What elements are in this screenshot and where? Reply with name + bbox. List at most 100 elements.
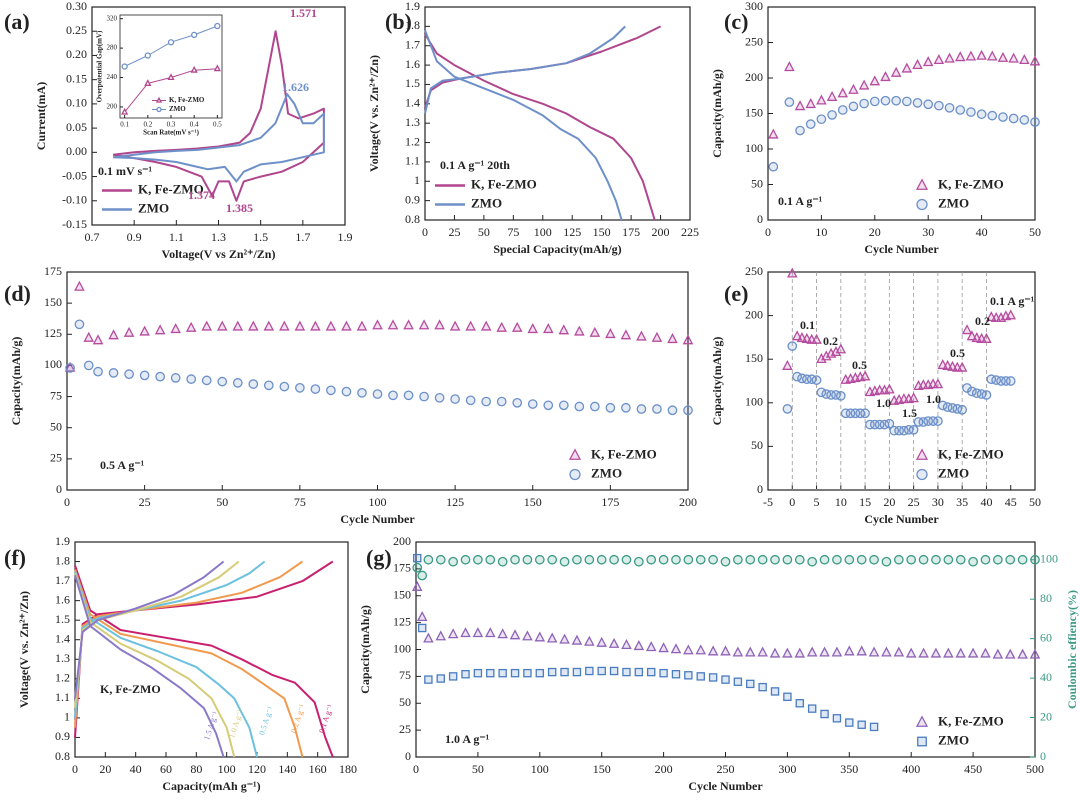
x-tick-label: 150 bbox=[524, 495, 542, 509]
x-tick-label: 60 bbox=[160, 762, 172, 776]
data-point bbox=[190, 65, 198, 73]
y-tick-label: 200 bbox=[745, 307, 763, 321]
data-point bbox=[807, 556, 818, 567]
y-tick-label: 200 bbox=[393, 534, 411, 548]
data-point bbox=[955, 647, 966, 658]
data-point bbox=[783, 692, 792, 702]
series-line bbox=[74, 560, 266, 758]
data-point bbox=[976, 109, 987, 120]
x-tick-label: 175 bbox=[622, 225, 640, 239]
y2-tick-label: 0 bbox=[1040, 749, 1046, 763]
annotation: 0.1 A g⁻¹ bbox=[778, 194, 823, 208]
legend-label: ZMO bbox=[138, 200, 169, 215]
data-point bbox=[980, 647, 991, 658]
data-point bbox=[908, 392, 919, 403]
y-tick-label: 0 bbox=[405, 749, 411, 763]
data-point bbox=[357, 387, 367, 398]
data-point bbox=[201, 375, 212, 386]
data-point bbox=[560, 667, 569, 677]
x-tick-label: 100 bbox=[531, 762, 549, 776]
x-tick-label: 40 bbox=[976, 225, 988, 239]
x-tick-label: 10 bbox=[815, 225, 827, 239]
data-point bbox=[403, 390, 414, 401]
data-point bbox=[596, 554, 607, 565]
data-point bbox=[786, 267, 798, 278]
data-point bbox=[996, 376, 1006, 386]
data-point bbox=[720, 556, 731, 567]
data-point bbox=[597, 666, 606, 676]
data-point bbox=[74, 319, 85, 330]
annotation: 1.374 bbox=[188, 188, 215, 202]
data-point bbox=[248, 379, 259, 389]
data-point bbox=[859, 370, 871, 381]
x-tick-label: 45 bbox=[1005, 495, 1017, 509]
panel-label: (e) bbox=[724, 281, 748, 306]
data-point bbox=[955, 554, 966, 565]
data-point bbox=[572, 667, 582, 677]
data-point bbox=[403, 319, 414, 330]
y-tick-label: 150 bbox=[393, 588, 411, 602]
legend-label: K, Fe-ZMO bbox=[471, 176, 537, 191]
y-tick-label: 50 bbox=[751, 176, 763, 190]
plot-frame bbox=[119, 14, 223, 119]
data-point bbox=[840, 408, 851, 419]
y-axis-title: Capacity(mAh/g) bbox=[710, 337, 724, 426]
data-point bbox=[801, 374, 812, 385]
data-point bbox=[1029, 648, 1041, 659]
y-axis-title: Capacity(mAh/g) bbox=[358, 605, 372, 694]
x-axis-title: Special Capacity(mAh/g) bbox=[493, 242, 621, 256]
y-tick-label: 0.9 bbox=[405, 192, 420, 206]
legend-label: ZMO bbox=[591, 465, 622, 480]
data-point bbox=[865, 419, 875, 430]
y-tick-label: 50 bbox=[399, 695, 411, 709]
data-point bbox=[901, 96, 912, 107]
data-point bbox=[571, 634, 583, 645]
data-point bbox=[558, 400, 569, 411]
data-point bbox=[768, 128, 779, 139]
data-point bbox=[682, 334, 694, 345]
data-point bbox=[992, 648, 1004, 659]
data-point bbox=[543, 400, 554, 411]
x-tick-label: 35 bbox=[956, 495, 968, 509]
data-point bbox=[65, 363, 75, 373]
data-point bbox=[154, 324, 166, 335]
data-point bbox=[889, 425, 900, 436]
legend-label: ZMO bbox=[938, 732, 969, 747]
data-point bbox=[922, 56, 934, 67]
y-tick-label: 300 bbox=[745, 0, 763, 13]
data-point bbox=[263, 320, 275, 331]
data-point bbox=[217, 376, 228, 387]
data-point bbox=[108, 368, 119, 378]
data-point bbox=[884, 383, 895, 394]
data-point bbox=[416, 611, 428, 622]
data-point bbox=[820, 709, 829, 719]
data-point bbox=[811, 375, 822, 385]
x-tick-label: 1.9 bbox=[338, 230, 353, 244]
data-point bbox=[574, 401, 585, 412]
y-axis-title: Overpotential Gap(mV) bbox=[96, 30, 104, 102]
data-point bbox=[869, 75, 881, 86]
data-point bbox=[497, 556, 508, 567]
data-point bbox=[981, 332, 992, 343]
data-point bbox=[832, 554, 842, 565]
data-point bbox=[263, 380, 274, 391]
data-point bbox=[869, 419, 880, 430]
x-tick-label: 25 bbox=[139, 495, 151, 509]
x-tick-label: 75 bbox=[507, 225, 519, 239]
data-point bbox=[609, 666, 619, 676]
data-point bbox=[869, 554, 879, 565]
x-tick-label: 0 bbox=[413, 762, 419, 776]
data-point bbox=[733, 677, 743, 686]
data-point bbox=[387, 319, 399, 330]
x-tick-label: 20 bbox=[99, 762, 111, 776]
data-point bbox=[481, 396, 492, 407]
y-tick-label: 0.15 bbox=[66, 71, 87, 85]
series-line bbox=[112, 93, 325, 183]
data-point bbox=[596, 636, 607, 647]
data-point bbox=[869, 722, 879, 732]
data-point bbox=[782, 554, 793, 565]
data-point bbox=[918, 647, 929, 658]
data-point bbox=[894, 425, 904, 436]
data-point bbox=[965, 50, 977, 61]
data-point bbox=[891, 95, 902, 106]
